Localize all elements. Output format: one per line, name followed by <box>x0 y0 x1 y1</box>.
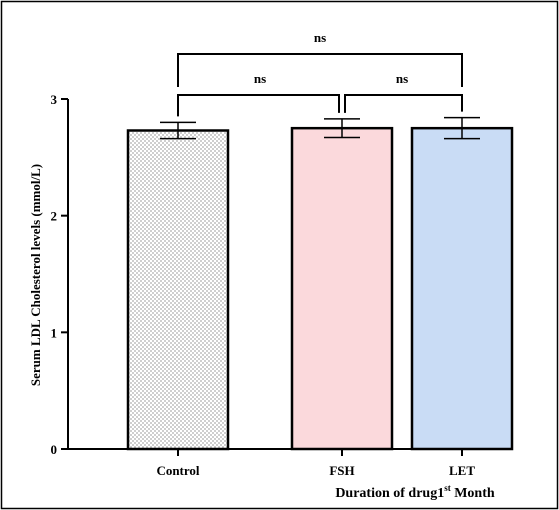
bar-control <box>126 129 230 451</box>
significance-label: ns <box>254 71 266 86</box>
plot-area: 0 1 2 3 Control FSH LET ns ns ns <box>51 30 514 478</box>
x-axis-label-superscript: st <box>444 483 451 493</box>
x-axis-label-tail: Month <box>451 486 495 501</box>
bar-fsh <box>290 126 394 451</box>
x-tick-label: FSH <box>329 463 354 478</box>
significance-label: ns <box>396 71 408 86</box>
y-tick-label: 0 <box>51 442 58 457</box>
bar-let <box>410 126 514 451</box>
y-tick-label: 2 <box>51 209 58 224</box>
significance-bracket <box>177 94 340 117</box>
significance-bracket <box>344 94 463 113</box>
x-axis-label: Duration of drug1st Month <box>335 483 495 501</box>
x-axis-label-main: Duration of drug1 <box>335 486 444 501</box>
y-axis-label: Serum LDL Cholesterol levels (mmol/L) <box>28 164 43 386</box>
significance-bracket <box>177 53 463 87</box>
x-tick-label: LET <box>449 463 475 478</box>
significance-label: ns <box>314 30 326 45</box>
y-tick-label: 3 <box>51 92 58 107</box>
x-tick-label: Control <box>156 463 199 478</box>
y-tick-label: 1 <box>51 325 58 340</box>
